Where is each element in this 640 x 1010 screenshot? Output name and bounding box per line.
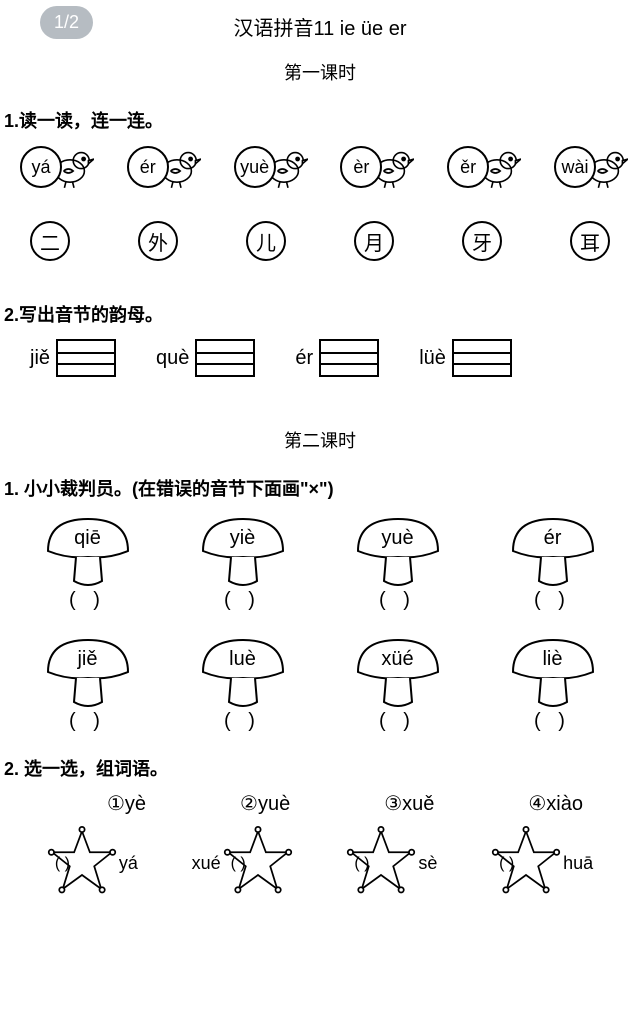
- star-after: huā: [563, 853, 593, 874]
- yunmu-label: jiě: [30, 347, 50, 370]
- paren-blank: ( ): [338, 589, 458, 612]
- char-circle: 儿: [246, 221, 286, 261]
- star-item: ( ) huā: [491, 826, 593, 901]
- char-circle: 外: [138, 221, 178, 261]
- mushroom-item: yiè: [183, 511, 303, 571]
- mushroom-icon: [348, 632, 448, 712]
- mushroom-item: luè: [183, 632, 303, 692]
- doc-title: 汉语拼音11 ie üe er: [0, 12, 640, 41]
- mushroom-icon: [193, 511, 293, 591]
- option-item: ④xiào: [528, 791, 583, 816]
- mushroom-icon: [503, 632, 603, 712]
- star-after: sè: [418, 853, 437, 874]
- yunmu-item: lüè: [419, 339, 512, 377]
- mushroom-item: yuè: [338, 511, 458, 571]
- mushroom-item: liè: [493, 632, 613, 692]
- mushroom-item: qiē: [28, 511, 148, 571]
- pinyin-grid: [452, 339, 512, 377]
- mushroom-icon: [348, 511, 448, 591]
- mushroom-item: jiě: [28, 632, 148, 692]
- lesson1-title: 第一课时: [0, 59, 640, 85]
- pinyin-circle: ér: [127, 146, 169, 188]
- bird-item: yuè: [234, 143, 308, 191]
- mushroom-item: xüé: [338, 632, 458, 692]
- lesson2-title: 第二课时: [0, 427, 640, 453]
- bird-item: èr: [340, 143, 414, 191]
- paren-blank: ( ): [28, 589, 148, 612]
- yunmu-row: jiě què ér lüè: [0, 327, 640, 377]
- char-circle: 牙: [462, 221, 502, 261]
- mushroom-label: liè: [542, 648, 562, 671]
- mushroom-label: ér: [544, 527, 562, 550]
- paren-blank: ( ): [338, 710, 458, 733]
- char-circle: 月: [354, 221, 394, 261]
- paren-blank: ( ): [183, 589, 303, 612]
- bird-item: yá: [20, 143, 94, 191]
- ex3-heading: 1. 小小裁判员。(在错误的音节下面画"×"): [4, 475, 640, 501]
- star-item: xué ( ): [192, 826, 293, 901]
- mushroom-item: ér: [493, 511, 613, 571]
- mushroom-label: yiè: [230, 527, 256, 550]
- option-item: ②yuè: [240, 791, 290, 816]
- star-paren: ( ): [231, 855, 246, 873]
- yunmu-label: què: [156, 347, 189, 370]
- yunmu-item: què: [156, 339, 255, 377]
- mushroom-icon: [503, 511, 603, 591]
- ex1-heading: 1.读一读，连一连。: [4, 107, 640, 133]
- page-indicator: 1/2: [40, 6, 93, 39]
- option-item: ③xuě: [384, 791, 434, 816]
- birds-row: yá ér yuè èr: [0, 133, 640, 191]
- yunmu-label: ér: [295, 347, 313, 370]
- bird-item: wài: [554, 143, 628, 191]
- star-paren: ( ): [499, 855, 514, 873]
- star-paren: ( ): [354, 855, 369, 873]
- mushroom-label: yuè: [381, 527, 413, 550]
- ex2-heading: 2.写出音节的韵母。: [4, 301, 640, 327]
- star-before: xué: [192, 853, 221, 874]
- star-after: yá: [119, 853, 138, 874]
- yunmu-label: lüè: [419, 347, 446, 370]
- mushroom-icon: [38, 511, 138, 591]
- char-circle: 二: [30, 221, 70, 261]
- paren-blank: ( ): [28, 710, 148, 733]
- pinyin-grid: [56, 339, 116, 377]
- yunmu-item: jiě: [30, 339, 116, 377]
- star-paren: ( ): [55, 855, 70, 873]
- bird-item: ér: [127, 143, 201, 191]
- stars-row: ( ) yá xué ( ) ( ) sè ( ) huā: [0, 816, 640, 921]
- mushroom-label: luè: [229, 648, 256, 671]
- pinyin-grid: [319, 339, 379, 377]
- mushroom-label: jiě: [77, 648, 97, 671]
- mushroom-row-2: jiě luè xüé liè: [0, 622, 640, 692]
- bird-item: ěr: [447, 143, 521, 191]
- paren-blank: ( ): [493, 589, 613, 612]
- pinyin-circle: yuè: [234, 146, 276, 188]
- mushroom-label: xüé: [381, 648, 413, 671]
- mushroom-icon: [38, 632, 138, 712]
- paren-blank: ( ): [493, 710, 613, 733]
- chars-row: 二外儿月牙耳: [0, 191, 640, 261]
- star-item: ( ) sè: [346, 826, 437, 901]
- pinyin-circle: ěr: [447, 146, 489, 188]
- star-item: ( ) yá: [47, 826, 138, 901]
- mushroom-row-1: qiē yiè yuè ér: [0, 501, 640, 571]
- option-item: ①yè: [107, 791, 146, 816]
- paren-blank: ( ): [183, 710, 303, 733]
- mushroom-label: qiē: [74, 527, 101, 550]
- ex4-heading: 2. 选一选，组词语。: [4, 755, 640, 781]
- options-row: ①yè ②yuè ③xuě ④xiào: [0, 781, 640, 816]
- yunmu-item: ér: [295, 339, 379, 377]
- char-circle: 耳: [570, 221, 610, 261]
- mushroom-icon: [193, 632, 293, 712]
- pinyin-circle: yá: [20, 146, 62, 188]
- pinyin-circle: wài: [554, 146, 596, 188]
- pinyin-grid: [195, 339, 255, 377]
